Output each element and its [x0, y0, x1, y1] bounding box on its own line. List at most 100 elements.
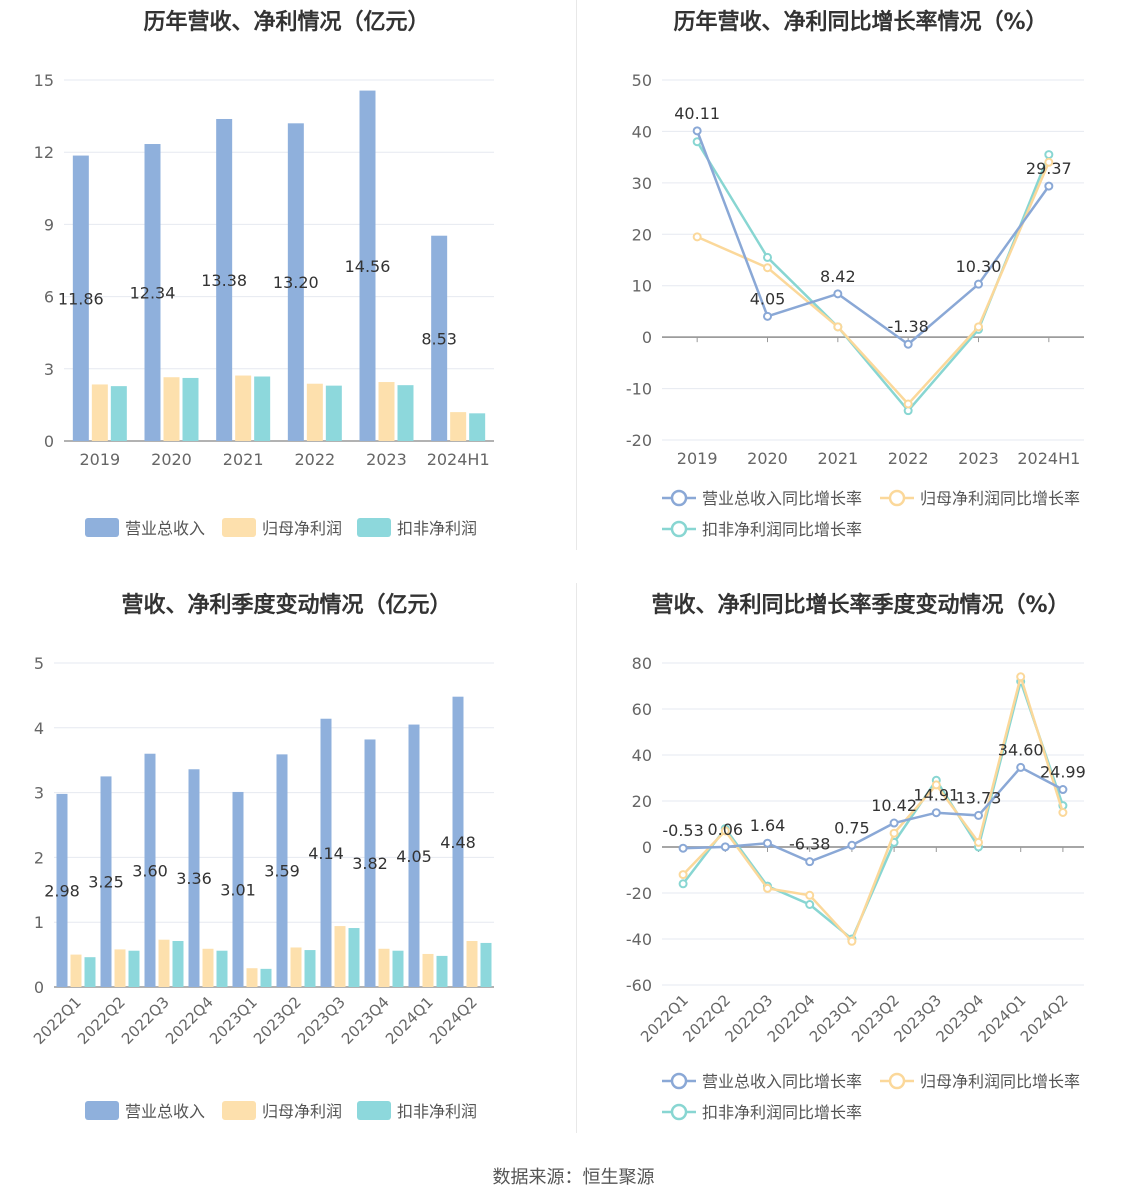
y-tick-label: 20 — [632, 225, 652, 244]
bar-revenue — [359, 90, 376, 442]
y-tick-label: 4 — [34, 719, 44, 738]
series-point — [1044, 150, 1054, 160]
bar-revenue — [56, 793, 68, 987]
series-point — [931, 780, 941, 790]
data-label: 29.37 — [1026, 159, 1072, 178]
data-label: 0.06 — [707, 820, 743, 839]
bar-revenue — [364, 739, 376, 987]
x-tick-label: 2022 — [888, 449, 929, 468]
x-tick-label: 2024H1 — [1017, 449, 1080, 468]
bar-net-profit — [114, 949, 126, 987]
data-label: 8.53 — [421, 329, 457, 348]
series-point — [763, 883, 772, 893]
y-tick-label: 9 — [44, 215, 54, 234]
data-label: 13.38 — [201, 271, 247, 290]
x-tick-label: 2019 — [79, 450, 120, 469]
bar-net-profit — [246, 968, 258, 987]
legend-label: 营业总收入同比增长率 — [702, 1072, 862, 1091]
data-label: 4.48 — [440, 833, 476, 852]
data-label: 13.20 — [273, 273, 319, 292]
data-label: 4.14 — [308, 844, 344, 863]
series-point — [805, 900, 815, 909]
data-label: 40.11 — [674, 104, 720, 123]
y-tick-label: 0 — [642, 838, 652, 857]
legend-label: 扣非净利润 — [397, 1102, 477, 1121]
data-label: 14.91 — [913, 786, 959, 805]
bar-revenue — [72, 155, 89, 441]
bar-revenue — [144, 144, 161, 441]
legend-label: 扣非净利润 — [397, 519, 477, 538]
legend-swatch — [222, 518, 256, 537]
x-tick-label: 2020 — [747, 449, 788, 468]
bar-revenue — [216, 118, 233, 441]
chart-title: 历年营收、净利情况（亿元） — [143, 10, 430, 35]
bar-revenue — [320, 718, 332, 987]
x-tick-label: 2022Q1 — [30, 993, 85, 1048]
data-label: 3.01 — [220, 880, 256, 899]
y-tick-label: 5 — [34, 654, 44, 673]
chart-title: 营收、净利季度变动情况（亿元） — [121, 593, 452, 618]
bar-deducted-profit — [260, 968, 272, 987]
series-point — [974, 279, 983, 289]
annual-line-chart-svg: -20 -10 0 10 20 30 40 50 2019 2020 2021 2022 2023 202… — [626, 71, 1084, 539]
data-label: 4.05 — [750, 289, 786, 308]
bar-net-profit — [450, 412, 467, 441]
series-point — [974, 810, 983, 820]
legend-label: 营业总收入 — [125, 519, 205, 538]
bar-deducted-profit — [110, 386, 127, 441]
y-tick-label: 0 — [44, 432, 54, 451]
data-label: 14.56 — [345, 257, 391, 276]
bar-net-profit — [290, 947, 302, 987]
series-point — [678, 870, 688, 880]
data-label: 12.34 — [130, 284, 176, 303]
x-tick-label: 2022Q3 — [118, 993, 173, 1048]
series-point — [889, 818, 899, 828]
x-tick-label: 2022 — [294, 450, 335, 469]
bar-revenue — [100, 776, 112, 987]
y-tick-label: -20 — [626, 431, 652, 450]
bar-net-profit — [70, 954, 82, 987]
x-tick-label: 2022Q2 — [74, 993, 129, 1048]
y-tick-label: -40 — [626, 930, 652, 949]
series-point — [833, 289, 843, 299]
bar-revenue — [452, 696, 464, 987]
y-tick-label: 40 — [632, 122, 652, 141]
series-point — [763, 838, 772, 848]
x-tick-label: 2023 — [958, 449, 999, 468]
x-tick-label: 2024Q2 — [1017, 991, 1072, 1046]
legend-label: 扣非净利润同比增长率 — [702, 520, 862, 539]
series-point — [847, 936, 857, 946]
bar-net-profit — [422, 953, 434, 987]
annual-revenue-profit-chart: 历年营收、净利情况（亿元） 0 3 6 9 12 15 2019 2020 2021 2022 20… — [0, 0, 573, 580]
series-point — [1016, 672, 1026, 682]
data-label: 4.05 — [396, 847, 432, 866]
data-label: 3.82 — [352, 854, 388, 873]
series-point — [678, 843, 688, 853]
x-tick-label: 2024Q1 — [382, 993, 437, 1048]
bar-deducted-profit — [325, 385, 342, 441]
legend-swatch — [85, 518, 119, 537]
data-label: 3.25 — [88, 873, 124, 892]
bar-revenue — [431, 235, 448, 441]
quarterly-bar-chart-svg: 0123452022Q12022Q22022Q32022Q42023Q12023… — [30, 654, 494, 1121]
bar-revenue — [232, 791, 244, 987]
series-point — [692, 232, 702, 242]
bar-revenue — [276, 754, 288, 987]
vertical-divider-top — [576, 0, 577, 550]
y-tick-label: -60 — [626, 976, 652, 995]
legend-label: 归母净利润同比增长率 — [920, 489, 1080, 508]
series-point — [1044, 181, 1054, 191]
x-tick-label: 2023Q3 — [294, 993, 349, 1048]
series-line — [682, 672, 1065, 944]
series-point — [903, 339, 913, 349]
bar-deducted-profit — [436, 955, 448, 987]
series-point — [1058, 785, 1068, 795]
bar-net-profit — [466, 940, 478, 987]
series-point — [692, 126, 702, 136]
y-tick-label: 50 — [632, 71, 652, 90]
legend-swatch — [222, 1101, 256, 1120]
annual-growth-rate-chart: 历年营收、净利同比增长率情况（%） -20 -10 0 10 20 30 40 50 2019 2… — [574, 0, 1147, 580]
y-tick-label: 2 — [34, 848, 44, 867]
chart-title: 历年营收、净利同比增长率情况（%） — [673, 10, 1048, 35]
legend-marker — [670, 520, 688, 538]
